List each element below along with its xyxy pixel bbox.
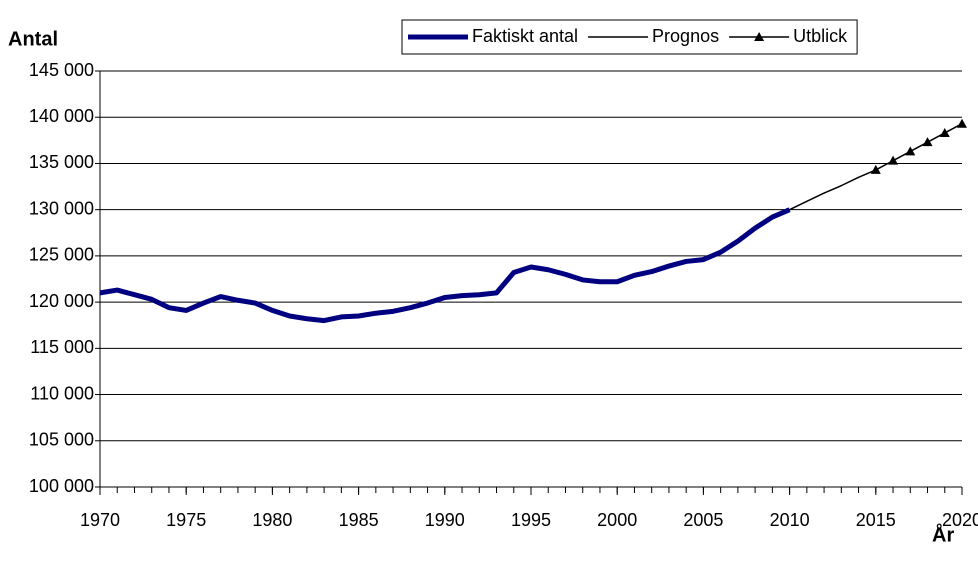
x-tick-label: 1985	[339, 510, 379, 530]
legend: Faktiskt antal Prognos Utblick	[401, 19, 858, 55]
y-tick-label: 115 000	[30, 337, 94, 357]
x-tick-label: 2005	[683, 510, 723, 530]
x-tick-label: 1995	[511, 510, 551, 530]
y-tick-label: 125 000	[29, 245, 94, 265]
y-axis-title: Antal	[8, 28, 58, 50]
series-line	[789, 169, 877, 211]
x-tick-label: 1970	[80, 510, 120, 530]
x-tick-label: 2010	[770, 510, 810, 530]
x-tick-label: 1975	[166, 510, 206, 530]
x-tick-label: 2000	[597, 510, 637, 530]
x-tick-label: 2015	[856, 510, 896, 530]
legend-label: Prognos	[652, 26, 719, 46]
y-tick-label: 135 000	[29, 152, 94, 172]
point-marker	[939, 127, 950, 137]
point-marker	[888, 155, 899, 165]
point-marker	[957, 118, 967, 128]
x-tick-label: 1990	[425, 510, 465, 530]
x-tick-label: 1980	[252, 510, 292, 530]
y-tick-label: 120 000	[29, 291, 94, 311]
point-marker	[870, 164, 881, 174]
y-tick-label: 130 000	[29, 198, 94, 218]
y-tick-label: 140 000	[29, 106, 94, 126]
y-tick-label: 100 000	[29, 476, 94, 496]
legend-marker	[754, 32, 765, 41]
x-axis-title: År	[932, 522, 954, 546]
y-tick-label: 110 000	[30, 383, 94, 403]
legend-label: Utblick	[793, 26, 848, 46]
point-marker	[922, 137, 933, 147]
point-marker	[905, 146, 916, 156]
y-tick-label: 105 000	[29, 430, 94, 450]
legend-label: Faktiskt antal	[472, 26, 578, 46]
y-tick-label: 145 000	[29, 60, 94, 80]
series-line	[99, 207, 791, 324]
x-tick-label: 2020	[942, 510, 978, 530]
